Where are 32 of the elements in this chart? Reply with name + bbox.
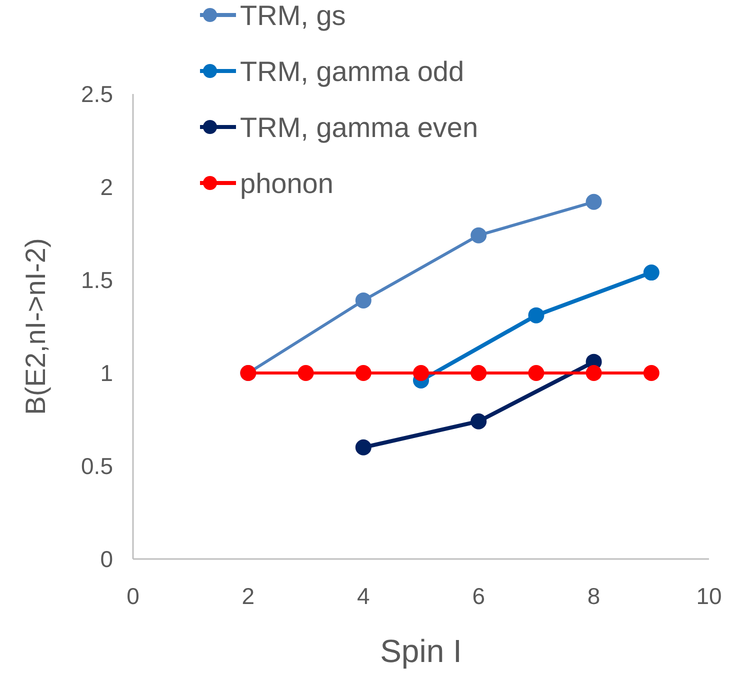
y-tick-label: 0 — [100, 546, 113, 572]
y-tick-label: 0.5 — [81, 453, 113, 480]
point — [643, 365, 660, 381]
point — [355, 439, 372, 456]
point — [586, 365, 602, 381]
point — [355, 292, 372, 308]
x-tick-label: 0 — [126, 583, 140, 609]
point — [528, 307, 544, 324]
y-tick-label: 2.5 — [81, 81, 113, 108]
legend-label: TRM, gamma even — [240, 112, 478, 143]
point — [355, 365, 372, 381]
point — [528, 365, 544, 381]
x-tick-label: 6 — [472, 583, 485, 609]
x-tick-label: 4 — [357, 583, 370, 609]
x-tick-label: 10 — [696, 583, 722, 609]
x-tick-label: 8 — [587, 583, 600, 609]
point — [470, 227, 487, 244]
point — [298, 365, 314, 381]
y-tick-label: 1.5 — [81, 267, 113, 294]
point — [643, 264, 660, 281]
legend-label: phonon — [240, 168, 334, 199]
x-axis-title: Spin I — [380, 633, 462, 669]
point — [413, 365, 429, 381]
y-tick-label: 2 — [100, 174, 113, 200]
x-tick-label: 2 — [242, 583, 255, 609]
point — [470, 365, 487, 381]
y-axis-title: B(E2,nI->nI-2) — [20, 238, 51, 415]
legend-label: TRM, gamma odd — [240, 56, 464, 87]
legend-label: TRM, gs — [240, 0, 346, 31]
point — [586, 194, 602, 210]
point — [470, 413, 487, 430]
y-tick-label: 1 — [100, 360, 113, 386]
